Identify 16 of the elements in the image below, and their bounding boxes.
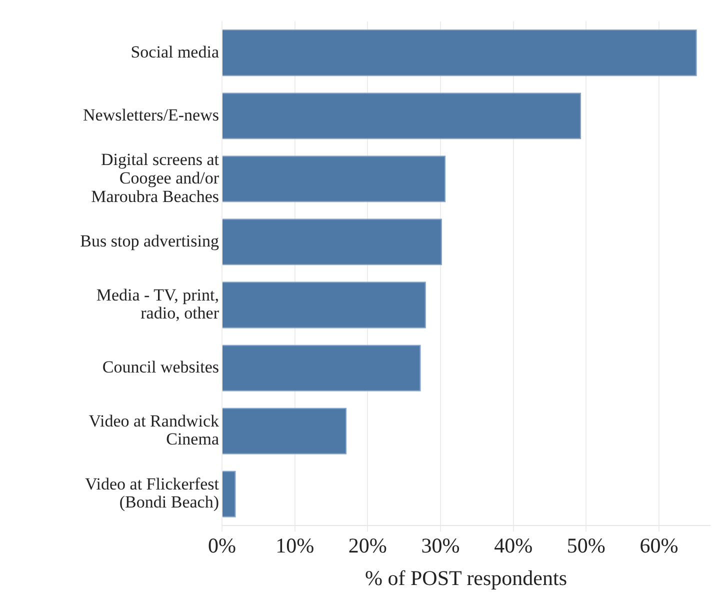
y-tick-label: Digital screens at Coogee and/or Maroubra Beaches [91,150,220,206]
y-tick-label: Video at Randwick Cinema [88,411,220,449]
x-tick-label: 20% [348,534,387,558]
x-tick-label: 0% [208,534,236,558]
x-tick-label: 30% [421,534,460,558]
x-tick-label: 40% [494,534,533,558]
y-tick-label: Video at Flickerfest (Bondi Beach) [85,474,220,512]
x-axis-title: % of POST respondents [364,566,568,590]
y-tick-label: Media - TV, print, radio, other [96,285,220,323]
x-tick-label: 10% [276,534,314,558]
y-tick-label: Newsletters/E-news [83,105,219,124]
y-tick-label: Council websites [102,357,219,376]
y-tick-label: Bus stop advertising [80,231,220,250]
x-tick-label: 60% [640,534,678,558]
y-tick-label: Social media [130,42,220,62]
x-tick-label: 50% [566,534,606,558]
